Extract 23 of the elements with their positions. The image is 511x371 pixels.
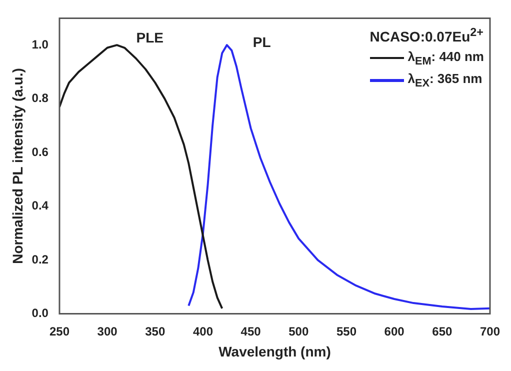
legend-label: λ$_{EM}$: 440 nm [408, 48, 484, 68]
y-tick-label: 0.8 [32, 91, 49, 106]
x-tick-label: 250 [49, 324, 70, 338]
y-tick-label: 0.0 [32, 306, 49, 320]
x-tick-label: 350 [145, 324, 166, 338]
x-tick-label: 400 [192, 324, 214, 338]
annotation: PLE [136, 29, 164, 46]
y-tick-label: 0.2 [32, 252, 49, 266]
x-tick-label: 300 [97, 324, 118, 338]
x-tick-label: 600 [384, 324, 405, 338]
y-tick-label: 1.0 [32, 37, 49, 52]
x-tick-label: 450 [240, 324, 262, 338]
y-axis-title: Normalized PL intensity (a.u.) [9, 68, 26, 264]
x-tick-label: 700 [480, 324, 500, 338]
legend-title: NCASO:0.07Eu$^{2+}$ [370, 26, 484, 45]
annotation: PL [252, 34, 272, 50]
y-tick-label: 0.6 [32, 144, 49, 159]
x-tick-label: 550 [336, 324, 357, 338]
y-tick-label: 0.4 [32, 198, 49, 213]
legend-label: λ$_{EX}$: 365 nm [408, 71, 482, 90]
x-axis-title: Wavelength (nm) [218, 343, 331, 360]
x-tick-label: 500 [288, 324, 309, 338]
x-tick-label: 650 [432, 324, 452, 338]
